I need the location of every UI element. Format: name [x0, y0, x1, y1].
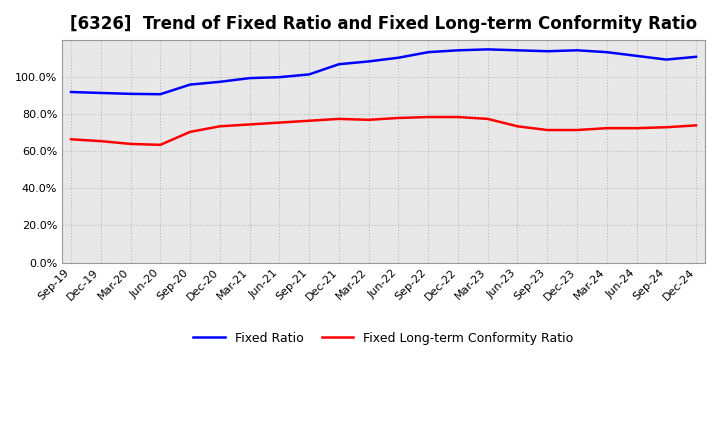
Title: [6326]  Trend of Fixed Ratio and Fixed Long-term Conformity Ratio: [6326] Trend of Fixed Ratio and Fixed Lo… — [70, 15, 697, 33]
Fixed Long-term Conformity Ratio — [96, 139, 105, 144]
Fixed Long-term Conformity Ratio — [632, 125, 641, 131]
Fixed Ratio — [692, 54, 701, 59]
Fixed Ratio — [215, 79, 224, 84]
Fixed Ratio — [156, 92, 165, 97]
Fixed Long-term Conformity Ratio — [126, 141, 135, 147]
Fixed Ratio — [454, 48, 462, 53]
Fixed Long-term Conformity Ratio — [394, 115, 402, 121]
Fixed Ratio — [513, 48, 522, 53]
Fixed Long-term Conformity Ratio — [215, 124, 224, 129]
Line: Fixed Ratio: Fixed Ratio — [71, 49, 696, 94]
Fixed Ratio — [424, 50, 433, 55]
Fixed Long-term Conformity Ratio — [483, 116, 492, 121]
Fixed Ratio — [603, 50, 611, 55]
Fixed Long-term Conformity Ratio — [364, 117, 373, 122]
Fixed Long-term Conformity Ratio — [275, 120, 284, 125]
Fixed Long-term Conformity Ratio — [424, 114, 433, 120]
Fixed Long-term Conformity Ratio — [603, 125, 611, 131]
Fixed Ratio — [67, 89, 76, 95]
Fixed Long-term Conformity Ratio — [335, 116, 343, 121]
Fixed Long-term Conformity Ratio — [186, 129, 194, 135]
Fixed Ratio — [275, 74, 284, 80]
Fixed Long-term Conformity Ratio — [662, 125, 670, 130]
Fixed Ratio — [335, 62, 343, 67]
Fixed Ratio — [96, 90, 105, 95]
Fixed Ratio — [305, 72, 313, 77]
Fixed Long-term Conformity Ratio — [543, 127, 552, 132]
Fixed Long-term Conformity Ratio — [513, 124, 522, 129]
Fixed Ratio — [483, 47, 492, 52]
Fixed Ratio — [364, 59, 373, 64]
Fixed Ratio — [572, 48, 581, 53]
Fixed Long-term Conformity Ratio — [572, 127, 581, 132]
Fixed Long-term Conformity Ratio — [67, 137, 76, 142]
Fixed Long-term Conformity Ratio — [454, 114, 462, 120]
Fixed Long-term Conformity Ratio — [156, 142, 165, 147]
Fixed Long-term Conformity Ratio — [246, 122, 254, 127]
Fixed Long-term Conformity Ratio — [692, 123, 701, 128]
Fixed Ratio — [186, 82, 194, 87]
Fixed Ratio — [662, 57, 670, 62]
Fixed Ratio — [126, 91, 135, 96]
Fixed Ratio — [543, 48, 552, 54]
Fixed Ratio — [246, 76, 254, 81]
Fixed Ratio — [394, 55, 402, 60]
Line: Fixed Long-term Conformity Ratio: Fixed Long-term Conformity Ratio — [71, 117, 696, 145]
Legend: Fixed Ratio, Fixed Long-term Conformity Ratio: Fixed Ratio, Fixed Long-term Conformity … — [189, 327, 579, 350]
Fixed Ratio — [632, 53, 641, 59]
Fixed Long-term Conformity Ratio — [305, 118, 313, 123]
